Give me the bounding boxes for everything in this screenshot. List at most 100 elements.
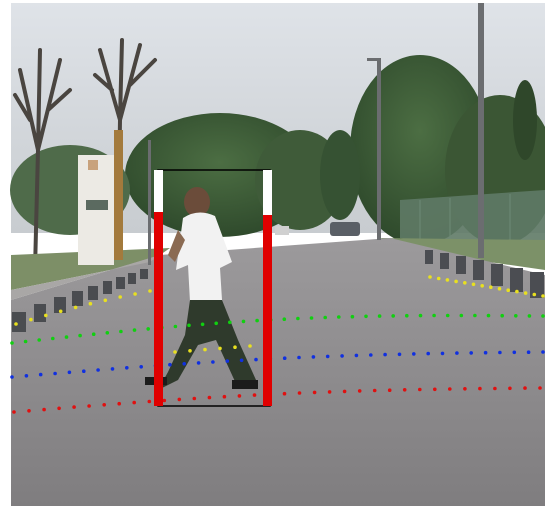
track-point-red — [162, 398, 167, 403]
track-point-green — [105, 331, 110, 335]
track-point-green — [418, 313, 423, 318]
track-point-blue — [211, 360, 215, 364]
track-point-green — [78, 333, 82, 338]
track-point-red — [207, 395, 212, 400]
track-point-red — [42, 407, 46, 412]
track-point-yellow — [148, 289, 152, 293]
track-point-yellow — [133, 292, 137, 296]
track-point-yellow — [58, 309, 63, 314]
track-point-green — [282, 317, 287, 322]
track-point-yellow — [188, 349, 192, 353]
track-point-red — [132, 400, 136, 405]
track-point-yellow — [523, 291, 528, 295]
track-point-blue — [469, 351, 474, 355]
track-point-red — [372, 388, 377, 393]
road — [11, 238, 545, 506]
track-point-blue — [96, 368, 100, 372]
track-point-yellow — [118, 295, 122, 299]
track-point-green — [432, 313, 436, 318]
track-point-red — [493, 386, 497, 391]
track-point-blue — [282, 356, 287, 361]
track-point-yellow — [463, 281, 467, 285]
track-point-yellow — [489, 285, 493, 290]
track-point-blue — [254, 357, 258, 362]
track-points-yellow — [14, 275, 545, 354]
track-point-blue — [182, 362, 186, 366]
track-point-blue — [541, 350, 545, 354]
track-point-green — [337, 315, 341, 319]
track-point-red — [448, 387, 452, 391]
track-point-red — [387, 388, 392, 393]
track-point-red — [177, 397, 182, 402]
track-point-yellow — [515, 289, 519, 294]
track-point-blue — [397, 352, 402, 357]
track-point-green — [146, 327, 150, 331]
track-point-blue — [325, 354, 330, 359]
track-point-green — [91, 332, 96, 337]
track-point-green — [51, 336, 55, 341]
track-point-blue — [512, 350, 517, 355]
track-point-red — [117, 401, 121, 406]
track-point-yellow — [14, 322, 18, 326]
track-point-red — [523, 386, 527, 390]
track-point-yellow — [480, 284, 485, 288]
track-point-blue — [297, 355, 301, 360]
track-points-blue — [10, 350, 545, 379]
track-point-green — [173, 324, 178, 329]
track-point-green — [377, 314, 382, 318]
track-point-blue — [53, 371, 57, 376]
track-point-red — [342, 389, 347, 394]
track-point-blue — [483, 350, 488, 355]
track-point-green — [187, 323, 191, 328]
track-point-yellow — [173, 350, 177, 354]
track-point-blue — [498, 350, 502, 355]
track-point-yellow — [454, 279, 458, 284]
bollards-left — [12, 269, 148, 332]
track-point-yellow — [506, 288, 511, 293]
track-point-green — [541, 314, 545, 318]
track-point-blue — [369, 353, 373, 357]
track-point-green — [473, 313, 477, 318]
track-point-red — [192, 396, 197, 401]
track-point-green — [241, 319, 246, 324]
track-point-blue — [412, 352, 416, 356]
track-point-blue — [139, 365, 143, 369]
track-point-blue — [440, 351, 445, 356]
track-point-yellow — [471, 282, 476, 287]
track-point-red — [478, 386, 482, 391]
track-point-yellow — [88, 301, 93, 306]
track-point-green — [486, 313, 491, 318]
track-point-green — [364, 314, 368, 319]
track-point-yellow — [428, 275, 432, 279]
track-point-red — [147, 399, 152, 404]
track-point-red — [327, 390, 332, 394]
track-point-blue — [225, 359, 230, 363]
track-point-yellow — [445, 278, 450, 282]
track-point-blue — [196, 361, 201, 365]
track-point-blue — [340, 354, 344, 358]
track-point-green — [37, 338, 41, 342]
track-point-red — [418, 387, 422, 392]
track-point-green — [445, 313, 450, 318]
track-point-red — [312, 390, 317, 395]
track-point-green — [23, 339, 28, 344]
track-point-yellow — [541, 294, 545, 298]
pedestrian-bounding-box — [157, 169, 271, 407]
track-point-green — [200, 322, 205, 327]
track-point-blue — [168, 362, 172, 367]
track-point-red — [27, 409, 31, 413]
track-point-blue — [311, 355, 316, 359]
track-points-red — [12, 386, 542, 414]
sign-board — [78, 155, 114, 265]
confidence-bar-right — [263, 170, 272, 406]
track-point-yellow — [248, 344, 252, 348]
track-point-yellow — [233, 345, 237, 350]
track-point-red — [508, 386, 512, 391]
track-point-green — [309, 316, 314, 320]
track-point-green — [405, 313, 409, 318]
track-point-red — [102, 403, 106, 407]
track-point-blue — [82, 369, 86, 374]
track-point-blue — [426, 351, 431, 356]
